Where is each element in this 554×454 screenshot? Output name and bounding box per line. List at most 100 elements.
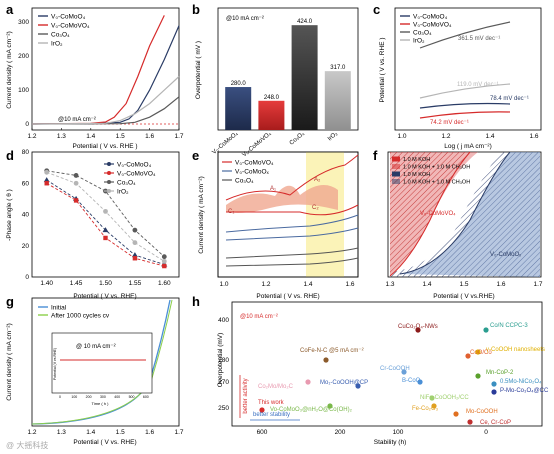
panel-h-point <box>259 407 265 413</box>
panel-f-area-vcomovo4-fill <box>390 152 478 276</box>
panel-h-annotation: @10 mA cm⁻² <box>240 314 278 320</box>
panel-h-points: This work CuCo₂O₄-NWs Co/N CCPC-3 γ-CoOOH n… <box>258 323 549 426</box>
panel-c-legend-label: V₀-CoMoO₄ <box>413 14 448 21</box>
panel-a-xtick-label: 1.6 <box>145 133 154 140</box>
panel-e-series-line <box>225 227 359 241</box>
panel-f-legend-swatch <box>392 179 400 184</box>
panel-d-ytick-label: 80 <box>22 149 30 156</box>
panel-e-xtick-label: 1.2 <box>261 281 270 288</box>
panel-h-point <box>491 381 497 387</box>
panel-f-series-line <box>389 151 471 277</box>
panel-d-ylabel: -Phase angle ( θ ) <box>6 189 13 241</box>
panel-c-legend-label: IrO₂ <box>413 38 425 45</box>
panel-a-axes <box>31 7 180 131</box>
panel-h-point <box>431 403 437 409</box>
panel-g-inset-xtick-label: 600 <box>143 395 149 399</box>
panel-g-inset-annotation: @ 10 mA cm⁻² <box>76 344 116 350</box>
panel-e-shaded-area <box>226 185 338 213</box>
panel-e-ylabel: Current density ( mA cm⁻²) <box>198 176 205 253</box>
panel-d-point <box>73 180 79 186</box>
panel-d-legend-marker <box>107 162 111 166</box>
panel-h-xlabel: Stability (h) <box>374 439 407 446</box>
panel-a-curves <box>31 15 180 125</box>
panel-f-legend-swatch <box>392 164 400 169</box>
panel-b-label: b <box>192 2 200 17</box>
panel-f-legend-swatch <box>392 171 400 177</box>
panel-d-ytick-label: 60 <box>22 180 30 187</box>
panel-b-ylabel: Overpotential ( mV ) <box>195 41 202 99</box>
panel-d-xlabel: Potential ( V vs. RHE) <box>73 293 136 300</box>
panel-e: e A₁ A₂ C₁ C₂ 1.0 1.2 1.4 1.6 Potential ( V vs… <box>192 148 359 300</box>
panel-a-xticks: 1.2 1.3 1.4 1.5 1.6 1.7 <box>27 128 184 140</box>
panel-h-point-label: Mo-CoOOH <box>466 409 498 415</box>
panel-f-series-line <box>399 151 511 275</box>
panel-h-point-label: Fe-Co₂O₃ <box>412 406 439 412</box>
panel-h-point-label: CuCo₂O₄-NWs <box>398 324 438 330</box>
panel-d-legend-label: IrO₂ <box>117 189 129 196</box>
panel-d-xtick-label: 1.50 <box>99 280 112 287</box>
panel-h-point <box>401 369 407 375</box>
panel-g-inset-xtick-label: 300 <box>100 395 106 399</box>
panel-c-label: c <box>373 2 380 17</box>
panel-b-bar <box>291 25 318 130</box>
panel-e-curves: A₁ A₂ C₁ C₂ <box>225 154 359 267</box>
panel-b-category-label: IrO₂ <box>327 131 340 143</box>
panel-c-xtick-label: 1.4 <box>485 133 494 140</box>
panel-d-legend-label: V₀-CoMoO₄ <box>117 162 152 169</box>
panel-h-point <box>483 327 489 333</box>
panel-f-label: f <box>373 148 378 163</box>
panel-e-xlabel: Potential ( V vs. RHE) <box>256 293 319 300</box>
panel-d-point <box>44 181 49 186</box>
panel-g-legend-label: Initial <box>51 305 67 312</box>
panel-e-xtick-label: 1.0 <box>219 281 228 288</box>
panel-h-point <box>415 327 421 333</box>
panel-f-xtick-label: 1.5 <box>459 281 468 288</box>
panel-h-xtick-label: 100 <box>393 429 404 436</box>
panel-c-xlabel: Log ( j mA cm⁻²) <box>444 143 492 150</box>
panel-e-legend-label: V₀-CoMoOₓ <box>235 169 270 176</box>
panel-e-series-line <box>226 204 359 216</box>
panel-e-peak-label: A₂ <box>314 177 321 183</box>
panel-h-point <box>467 419 473 425</box>
panel-h-axes <box>231 301 543 427</box>
panel-h: h @10 mA cm⁻² This work CuCo₂O₄-NWs Co/N C… <box>192 294 549 446</box>
panel-f-legend-label: 1.0 M KOH <box>403 157 430 163</box>
panel-h-point <box>429 395 435 401</box>
panel-g-ylabel: Current density ( mA cm⁻²) <box>6 323 13 400</box>
panel-d-point <box>73 198 79 203</box>
panel-a-annotation: @10 mA cm⁻² <box>58 117 96 123</box>
panel-f-legend-label: 1.0 M KOH + 1.0 M CH₃OH <box>403 165 470 171</box>
panel-h-point <box>305 379 311 385</box>
panel-h-xtick-label: 200 <box>335 429 346 436</box>
panel-d-point <box>73 173 79 178</box>
panel-d-legend-marker <box>107 171 111 175</box>
panel-d-legend-marker <box>107 189 111 193</box>
panel-a: a @10 mA cm⁻² 1.2 1.3 1.4 1.5 1.6 1.7 0 100 200… <box>6 2 184 150</box>
panel-c-series-line <box>419 111 511 119</box>
panel-e-series-line <box>225 214 359 233</box>
panel-h-point <box>417 379 423 385</box>
panel-f-xtick-label: 1.4 <box>422 281 431 288</box>
panel-g-xtick-label: 1.4 <box>86 429 95 436</box>
panel-b-value-label: 317.0 <box>330 65 346 71</box>
panel-d-ytick-label: 40 <box>22 212 30 219</box>
panel-h-ylabel: Overpotential (mV) <box>217 333 224 388</box>
panel-d-xtick-label: 1.60 <box>158 280 171 287</box>
panel-h-xtick-label: 600 <box>257 429 268 436</box>
panel-a-xtick-label: 1.2 <box>27 133 36 140</box>
panel-d-point <box>103 208 108 214</box>
panel-g-inset-ylabel: Potential (V vs.RHE) <box>53 348 57 380</box>
panel-b-annotation: @10 mA cm⁻² <box>226 16 264 22</box>
panel-e-legend: V₀-CoMoVO₄ V₀-CoMoOₓ Co₃O₄ <box>222 160 274 185</box>
panel-h-xtick-label: 0 <box>484 429 488 436</box>
watermark: @ 大摇科技 <box>6 440 48 450</box>
panel-a-legend-label: V₀-CoMoVO₄ <box>51 23 90 30</box>
panel-d-point <box>132 227 138 233</box>
panel-c-series-line <box>419 102 511 109</box>
panel-d-series-line <box>46 170 165 258</box>
panel-a-legend-label: V₀-CoMoO₄ <box>51 14 86 21</box>
panel-g-xtick-label: 1.6 <box>145 429 154 436</box>
panel-b-bar <box>258 100 285 130</box>
